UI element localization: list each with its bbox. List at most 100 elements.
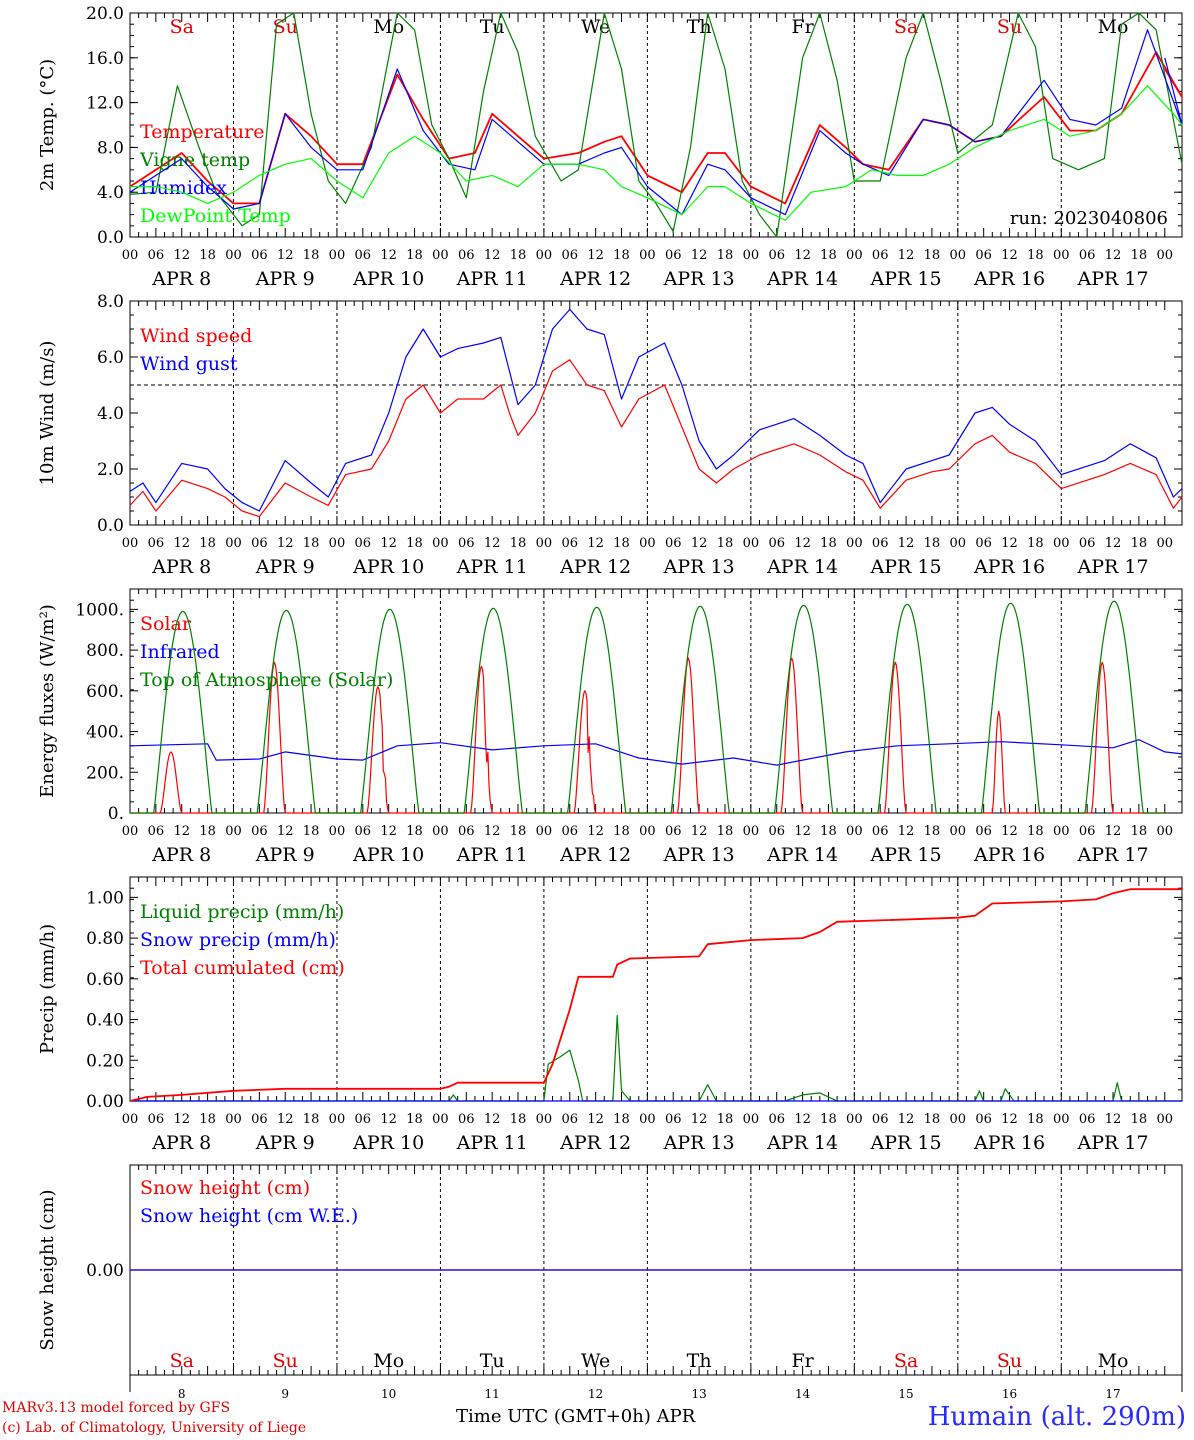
- hour-label: 12: [898, 248, 915, 263]
- hour-label: 06: [665, 536, 682, 551]
- location-label: Humain (alt. 290m): [927, 1402, 1186, 1432]
- hour-label: 12: [587, 1112, 604, 1127]
- hour-label: 18: [406, 824, 423, 839]
- hour-label: 12: [1001, 248, 1018, 263]
- hour-label: 18: [1131, 248, 1148, 263]
- hour-label: 18: [303, 248, 320, 263]
- hour-label: 00: [329, 248, 346, 263]
- hour-label: 06: [872, 824, 889, 839]
- hour-label: 18: [820, 1112, 837, 1127]
- y-tick-label: 16.0: [86, 49, 124, 69]
- hour-label: 06: [148, 824, 165, 839]
- hour-label: 12: [380, 248, 397, 263]
- hour-label: 18: [1027, 824, 1044, 839]
- y-tick-label: 2.0: [97, 460, 124, 480]
- y-tick-label: 0.: [108, 804, 124, 824]
- weekday-label: Sa: [894, 1350, 918, 1372]
- day-number-label: 16: [1002, 1387, 1017, 1401]
- hour-label: 12: [587, 248, 604, 263]
- hour-label: 18: [924, 824, 941, 839]
- hour-label: 18: [717, 248, 734, 263]
- day-number-label: 10: [381, 1387, 396, 1401]
- legend-entry: Infrared: [140, 641, 220, 663]
- hour-label: 00: [432, 248, 449, 263]
- hour-label: 06: [975, 248, 992, 263]
- legend-entry: Snow height (cm): [140, 1177, 310, 1199]
- hour-label: 00: [950, 248, 967, 263]
- hour-label: 06: [458, 536, 475, 551]
- legend-entry: Total cumulated (cm): [140, 957, 345, 979]
- hour-label: 00: [536, 536, 553, 551]
- date-label: APR 16: [973, 556, 1045, 578]
- hour-label: 18: [924, 536, 941, 551]
- y-tick-label: 0.20: [86, 1051, 124, 1071]
- y-axis-label: Snow height (cm): [37, 1189, 58, 1350]
- hour-label: 18: [1131, 824, 1148, 839]
- hour-label: 18: [613, 536, 630, 551]
- hour-label: 18: [406, 1112, 423, 1127]
- y-axis-label: 2m Temp. (°C): [37, 59, 58, 191]
- hour-label: 18: [199, 536, 216, 551]
- hour-label: 18: [717, 824, 734, 839]
- y-tick-label: 0.80: [86, 929, 124, 949]
- legend-entry: Snow precip (mm/h): [140, 929, 336, 951]
- series-line: [129, 739, 1183, 766]
- hour-label: 06: [1079, 1112, 1096, 1127]
- hour-label: 00: [122, 824, 139, 839]
- day-number-label: 14: [795, 1387, 811, 1401]
- hour-label: 12: [691, 248, 708, 263]
- weekday-label: Tu: [480, 16, 505, 38]
- hour-label: 06: [768, 824, 785, 839]
- weekday-label: Su: [273, 1350, 298, 1372]
- hour-label: 06: [251, 536, 268, 551]
- date-label: APR 14: [766, 268, 838, 290]
- date-label: APR 17: [1077, 268, 1149, 290]
- hour-label: 06: [251, 248, 268, 263]
- date-label: APR 11: [456, 268, 528, 290]
- date-label: APR 11: [456, 844, 528, 866]
- panel-5: 0.00 Snow height (cm) Sa Su Mo Tu We Th Fr Sa Su Mo…: [37, 1164, 1183, 1401]
- weekday-label: Mo: [373, 1350, 404, 1372]
- weekday-label: Fr: [791, 1350, 814, 1372]
- hour-label: 00: [846, 1112, 863, 1127]
- hour-label: 00: [1156, 248, 1173, 263]
- hour-label: 00: [432, 1112, 449, 1127]
- hour-label: 06: [768, 1112, 785, 1127]
- series-line: [129, 51, 1183, 205]
- y-tick-label: 8.0: [97, 138, 124, 158]
- hour-label: 00: [432, 824, 449, 839]
- date-label: APR 17: [1077, 556, 1149, 578]
- hour-label: 06: [458, 824, 475, 839]
- day-number-label: 11: [485, 1387, 500, 1401]
- hour-label: 12: [1105, 1112, 1122, 1127]
- date-label: APR 14: [766, 1132, 838, 1154]
- y-tick-label: 600.: [86, 682, 124, 702]
- date-label: APR 13: [663, 1132, 735, 1154]
- hour-label: 06: [355, 1112, 372, 1127]
- legend-entry: Solar: [140, 613, 192, 635]
- hour-label: 06: [872, 536, 889, 551]
- hour-label: 18: [199, 1112, 216, 1127]
- hour-label: 12: [1001, 536, 1018, 551]
- legend-entry: Liquid precip (mm/h): [140, 901, 344, 923]
- hour-label: 12: [484, 1112, 501, 1127]
- legend-entry: Wind speed: [140, 325, 252, 347]
- hour-label: 00: [329, 1112, 346, 1127]
- hour-label: 06: [768, 248, 785, 263]
- hour-label: 00: [846, 536, 863, 551]
- date-label: APR 12: [559, 556, 631, 578]
- hour-label: 18: [717, 1112, 734, 1127]
- hour-label: 18: [717, 536, 734, 551]
- hour-label: 06: [251, 824, 268, 839]
- date-label: APR 10: [352, 268, 424, 290]
- hour-label: 12: [380, 1112, 397, 1127]
- y-tick-label: 4.0: [97, 404, 124, 424]
- hour-label: 18: [1131, 1112, 1148, 1127]
- date-label: APR 16: [973, 844, 1045, 866]
- hour-label: 00: [1053, 248, 1070, 263]
- date-label: APR 10: [352, 844, 424, 866]
- plot-frame: [129, 588, 1183, 814]
- hour-label: 18: [924, 1112, 941, 1127]
- hour-label: 18: [510, 536, 527, 551]
